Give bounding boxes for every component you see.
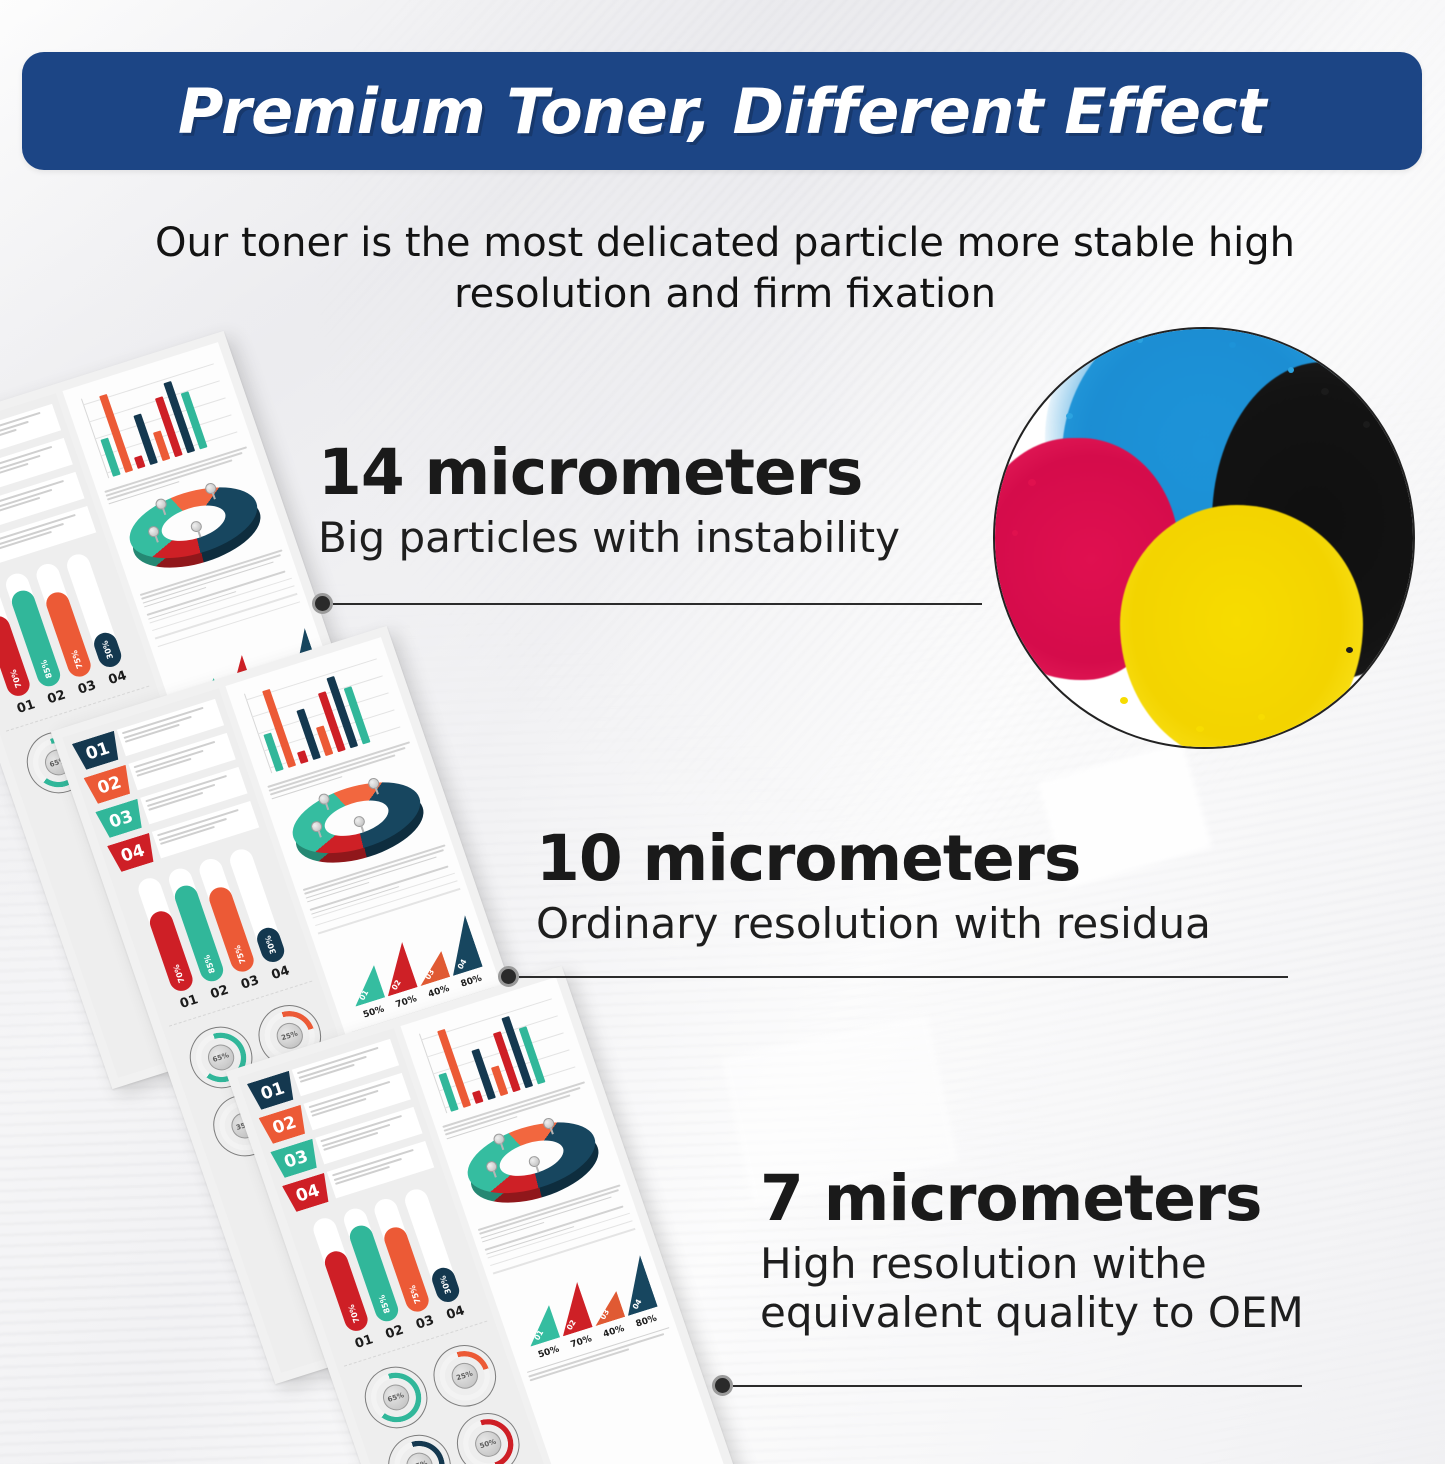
callout-3-connector (712, 1375, 1302, 1396)
bar-percent: 75% (69, 649, 85, 670)
bar-percent: 85% (377, 1293, 393, 1315)
connector-dot (312, 593, 333, 614)
callout-headline: 14 micrometers (318, 436, 863, 509)
tag-number: 04 (282, 1173, 333, 1214)
numbered-tag-list: 01 02 03 04 (247, 1038, 434, 1214)
bar-percent: 30% (263, 934, 279, 956)
tag-number: 03 (95, 799, 146, 840)
bar-percent: 30% (438, 1274, 454, 1296)
callout-1-connector (312, 593, 982, 614)
callout-description-line-1: High resolution withe (760, 1238, 1207, 1288)
bar-percent: 30% (100, 639, 116, 661)
bar-percent: 75% (407, 1284, 423, 1305)
tag-number: 04 (107, 833, 158, 874)
gauge: 50% (448, 1405, 528, 1464)
callout-headline: 7 micrometers (760, 1162, 1263, 1235)
callout-7-micrometers: 7 micrometers High resolution withe equi… (760, 1162, 1360, 1338)
connector-line (333, 602, 982, 605)
tag-number: 02 (84, 765, 135, 806)
connector-line (733, 1384, 1302, 1387)
cmyk-toner-powder-circle (993, 327, 1415, 749)
connector-dot (712, 1375, 733, 1396)
gauge: 35% (379, 1426, 459, 1464)
connector-line (519, 975, 1288, 978)
bar-percent: 85% (202, 953, 218, 975)
bar-percent: 70% (346, 1303, 362, 1325)
yellow-powder-blob (1120, 504, 1363, 747)
callout-10-micrometers: 10 micrometers Ordinary resolution with … (536, 822, 1211, 948)
callout-14-micrometers: 14 micrometers Big particles with instab… (318, 436, 900, 562)
tag-number: 02 (259, 1105, 310, 1146)
gauge: 65% (356, 1358, 436, 1437)
callout-headline: 10 micrometers (536, 822, 1081, 895)
tag-number: 01 (247, 1071, 298, 1112)
subtitle-text: Our toner is the most delicated particle… (154, 220, 1296, 318)
tag-number: 01 (72, 731, 123, 772)
bar-percent: 75% (232, 944, 248, 965)
header-banner: Premium Toner, Different Effect (22, 52, 1422, 170)
banner-title: Premium Toner, Different Effect (178, 74, 1266, 148)
tag-number: 03 (270, 1139, 321, 1180)
connector-dot (498, 966, 519, 987)
callout-description: Ordinary resolution with residua (536, 898, 1211, 948)
gauge: 25% (424, 1337, 505, 1415)
bar-percent: 70% (171, 963, 187, 985)
callout-2-connector (498, 966, 1288, 987)
bar-percent: 85% (39, 658, 55, 680)
callout-description: Big particles with instability (318, 512, 900, 562)
callout-description-line-2: equivalent quality to OEM (760, 1288, 1304, 1338)
bar-percent: 70% (8, 668, 24, 690)
numbered-tag-list: 01 02 03 04 (72, 698, 259, 874)
